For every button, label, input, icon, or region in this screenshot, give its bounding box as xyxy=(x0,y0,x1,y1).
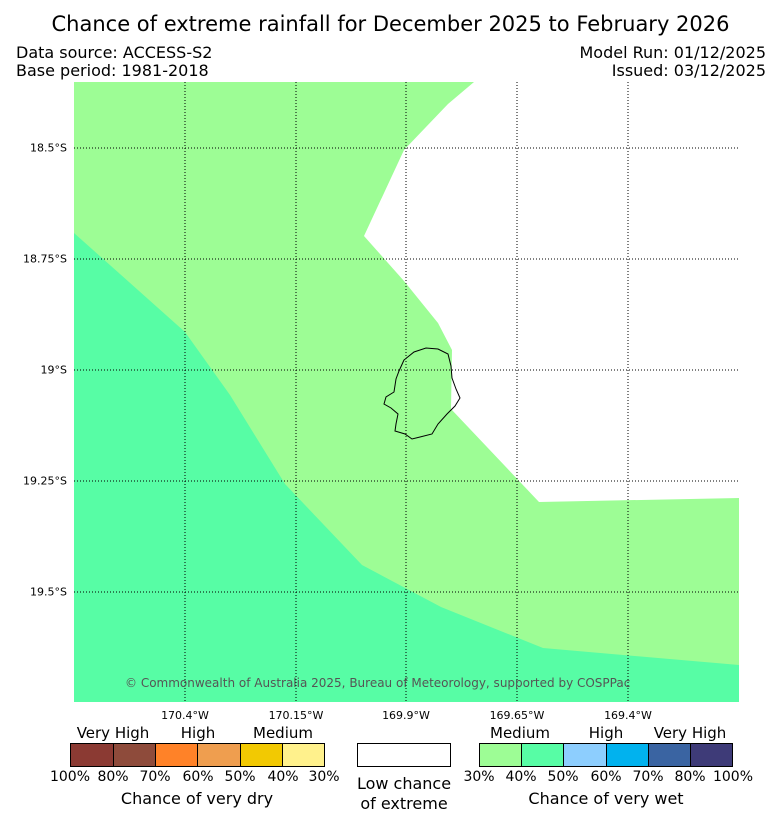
wet-level-high: High xyxy=(588,724,624,742)
copyright-notice: © Commonwealth of Australia 2025, Bureau… xyxy=(125,676,631,690)
dry-swatch-80-100 xyxy=(70,743,114,767)
dry-tick: 70% xyxy=(139,769,171,785)
dry-swatch-50-60 xyxy=(197,743,241,767)
wet-tick: 50% xyxy=(547,769,579,785)
wet-40-50-area xyxy=(74,233,739,702)
dry-swatch-30-40 xyxy=(282,743,325,767)
wet-tick: 100% xyxy=(712,769,754,785)
dry-caption: Chance of very dry xyxy=(120,789,274,808)
niue-island-coastline xyxy=(383,347,461,440)
lat-label-19-5: 19.5°S xyxy=(30,585,67,599)
base-period-label: Base period: 1981-2018 xyxy=(16,61,209,80)
wet-swatch-40-50 xyxy=(521,743,564,767)
wet-caption: Chance of very wet xyxy=(528,789,684,808)
dry-tick: 60% xyxy=(182,769,214,785)
dry-swatch-70-80 xyxy=(113,743,156,767)
low-caption-line1: Low chance xyxy=(356,774,452,793)
lat-label-18-5: 18.5°S xyxy=(30,141,67,155)
lon-label-169-65: 169.65°W xyxy=(489,709,545,722)
chart-title: Chance of extreme rainfall for December … xyxy=(51,12,730,36)
lat-label-18-75: 18.75°S xyxy=(23,252,67,266)
wet-swatch-80-100 xyxy=(690,743,733,767)
wet-swatch-60-70 xyxy=(606,743,649,767)
lon-label-169-9: 169.9°W xyxy=(382,709,430,722)
lon-label-170-15: 170.15°W xyxy=(268,709,324,722)
dry-level-high: High xyxy=(180,724,216,742)
dry-level-very-high: Very High xyxy=(76,724,150,742)
wet-tick: 30% xyxy=(463,769,495,785)
grid-lines xyxy=(74,82,739,702)
low-chance-swatch xyxy=(357,743,451,767)
dry-tick: 30% xyxy=(308,769,340,785)
wet-swatch-30-40 xyxy=(479,743,522,767)
wet-tick: 80% xyxy=(674,769,706,785)
dry-tick: 100% xyxy=(49,769,91,785)
issued-label: Issued: 03/12/2025 xyxy=(611,61,766,80)
wet-level-medium: Medium xyxy=(490,724,550,742)
wet-tick: 40% xyxy=(505,769,537,785)
dry-level-medium: Medium xyxy=(253,724,313,742)
wet-swatch-70-80 xyxy=(648,743,691,767)
wet-tick: 60% xyxy=(590,769,622,785)
lat-label-19-25: 19.25°S xyxy=(23,474,67,488)
wet-level-very-high: Very High xyxy=(653,724,727,742)
dry-tick: 40% xyxy=(267,769,299,785)
lat-label-19: 19°S xyxy=(40,363,67,377)
model-run-label: Model Run: 01/12/2025 xyxy=(579,43,767,62)
lon-label-169-4: 169.4°W xyxy=(604,709,652,722)
lon-label-170-4: 170.4°W xyxy=(161,709,209,722)
wet-tick: 70% xyxy=(632,769,664,785)
data-source-label: Data source: ACCESS-S2 xyxy=(16,43,213,62)
wet-swatch-50-60 xyxy=(563,743,607,767)
dry-tick: 80% xyxy=(97,769,129,785)
dry-swatch-60-70 xyxy=(155,743,198,767)
dry-swatch-40-50 xyxy=(240,743,283,767)
low-caption-line2: of extreme xyxy=(360,794,448,813)
dry-tick: 50% xyxy=(224,769,256,785)
